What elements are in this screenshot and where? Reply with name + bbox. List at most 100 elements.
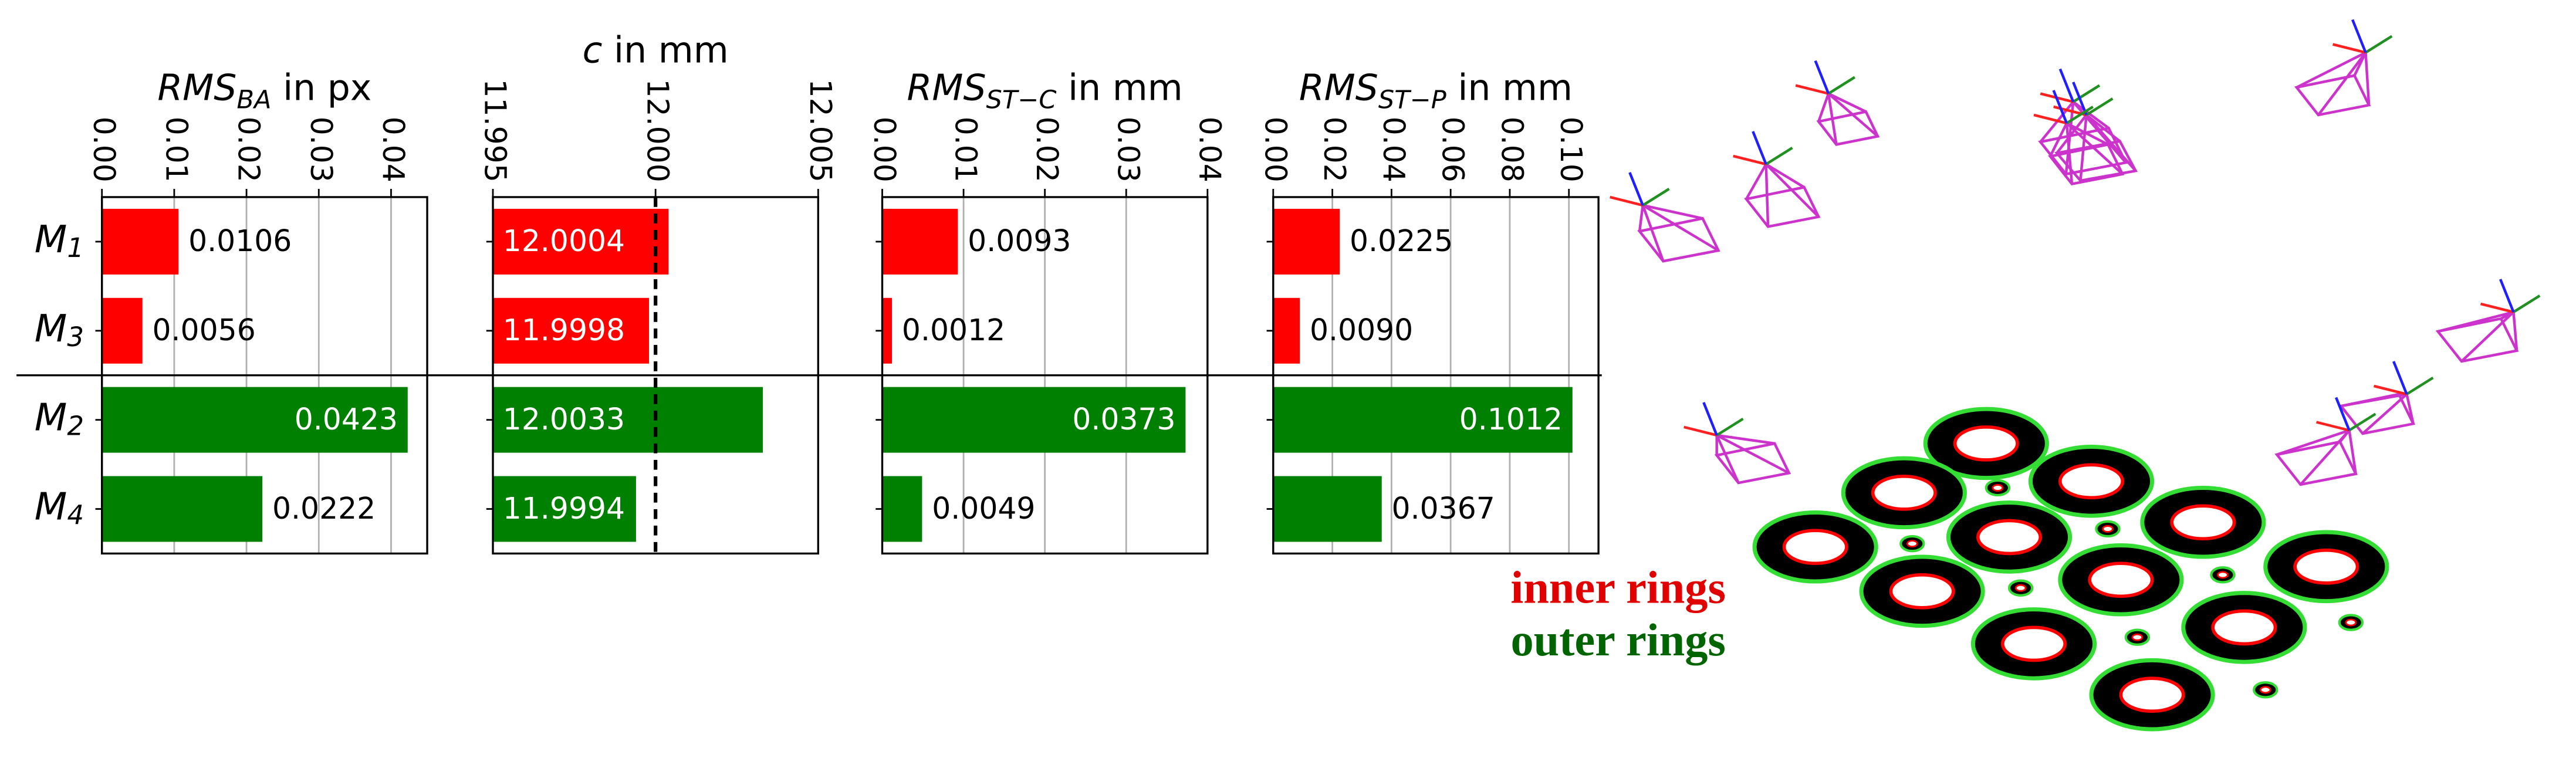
panel-title-main: RMS (907, 67, 986, 109)
inner-ring (1976, 519, 2043, 556)
camera-edge (2460, 311, 2515, 363)
panel-title-sub: ST−C (986, 86, 1057, 115)
camera-edge (1827, 93, 1838, 145)
bar (102, 208, 179, 275)
bar (493, 387, 763, 453)
camera-axis-z (2335, 397, 2351, 431)
camera-edge (1817, 93, 1830, 122)
inner-ring (2293, 549, 2359, 585)
camera-edge (2079, 114, 2088, 181)
inner-ring-small (2345, 618, 2357, 627)
camera-edge (2048, 122, 2068, 157)
panel-title-suffix: in mm (1068, 67, 1183, 109)
value-label: 0.0090 (1310, 313, 1413, 347)
camera-edge (2065, 121, 2109, 146)
panel-title-suffix: in px (283, 67, 371, 109)
camera-axis-y (2365, 35, 2393, 54)
camera-axis-x (1795, 84, 1829, 95)
camera-edge (2065, 123, 2074, 184)
camera-edge (2405, 394, 2415, 424)
panel-title-suffix: in mm (1458, 67, 1573, 109)
camera-axis-y (1716, 417, 1744, 436)
panel-title: RMSST−C in mm (907, 67, 1183, 115)
inner-ring (1889, 573, 1955, 610)
camera-edge (1642, 204, 1703, 220)
bar (1273, 476, 1382, 542)
camera-axis-z (1628, 172, 1644, 206)
panel-title-main: RMS (1299, 67, 1378, 109)
inner-rings-label: inner rings (1510, 561, 1726, 613)
camera-axis-y (1765, 147, 1793, 165)
camera-axis-z (1752, 131, 1767, 165)
x-tick-label: 0.10 (1554, 117, 1588, 182)
panel-title-main: RMS (157, 67, 236, 109)
camera-axis-z (2052, 90, 2068, 124)
category-label: M4 (35, 485, 84, 530)
camera-axis-x (2033, 113, 2067, 125)
category-label: M3 (35, 306, 84, 352)
camera-edge (2438, 310, 2514, 333)
inner-ring-small (2102, 525, 2114, 533)
x-tick-label: 12.000 (641, 79, 675, 182)
bar (882, 387, 1186, 453)
value-label: 0.0106 (188, 224, 292, 258)
value-label: 0.0049 (932, 491, 1035, 526)
bar (1273, 208, 1340, 275)
camera-edge (2341, 392, 2407, 408)
bar (882, 297, 893, 364)
camera-axis-z (2058, 68, 2075, 103)
bar (493, 476, 636, 542)
camera-edge (1745, 163, 1767, 200)
camera-edge (1765, 163, 1805, 189)
camera-edge (1716, 434, 1775, 445)
x-tick-label: 0.03 (1111, 117, 1146, 182)
inner-ring (1782, 529, 1848, 566)
camera-axis-z (2392, 361, 2408, 395)
camera-axis-y (2085, 97, 2114, 116)
camera-edge (2512, 312, 2518, 351)
camera-axis-x (2315, 421, 2350, 432)
inner-ring (1953, 425, 2019, 462)
camera-edge (2085, 114, 2137, 172)
bar (102, 476, 263, 542)
camera-base (1637, 216, 1720, 263)
camera-axis-y (2513, 295, 2541, 313)
camera-edge (1641, 205, 1665, 262)
value-label: 12.0004 (503, 224, 625, 258)
panel-title-suffix: in mm (614, 29, 729, 71)
x-tick-label: 0.04 (1377, 117, 1411, 182)
x-tick-label: 12.005 (803, 79, 838, 182)
camera-axis-y (2065, 106, 2094, 124)
camera-axis-z (1814, 60, 1830, 94)
inner-ring (2088, 561, 2154, 598)
inner-ring (2001, 625, 2067, 662)
x-tick-label: 0.01 (949, 117, 983, 182)
camera-edge (2276, 429, 2350, 456)
panel-title: RMSST−P in mm (1299, 67, 1573, 115)
panel-title: RMSBA in px (157, 67, 371, 115)
camera-base (1714, 442, 1791, 485)
inner-ring-small (2259, 686, 2271, 694)
x-tick-label: 0.03 (304, 117, 339, 182)
value-label: 0.1012 (1459, 402, 1563, 436)
x-tick-label: 0.00 (87, 117, 121, 182)
camera-edge (2364, 52, 2371, 106)
value-label: 12.0033 (503, 402, 625, 436)
panel-title-sub: ST−P (1378, 86, 1446, 115)
camera-axis-y (2406, 377, 2434, 395)
camera-edge (1764, 164, 1770, 227)
bar (493, 297, 650, 364)
category-label: M2 (35, 395, 84, 441)
camera-axis-y (1827, 76, 1856, 95)
outer-rings-label: outer rings (1510, 614, 1725, 665)
category-label-sub: 1 (67, 232, 84, 263)
value-label: 0.0093 (968, 224, 1071, 258)
camera-axis-y (1642, 188, 1670, 207)
x-tick-label: 0.04 (376, 117, 411, 182)
category-label-sub: 2 (67, 411, 84, 442)
bar (882, 476, 922, 542)
camera-axis-y (2348, 412, 2376, 432)
camera-edge (2361, 393, 2408, 435)
x-tick-label: 0.04 (1192, 117, 1227, 182)
camera-axis-z (1702, 402, 1718, 436)
